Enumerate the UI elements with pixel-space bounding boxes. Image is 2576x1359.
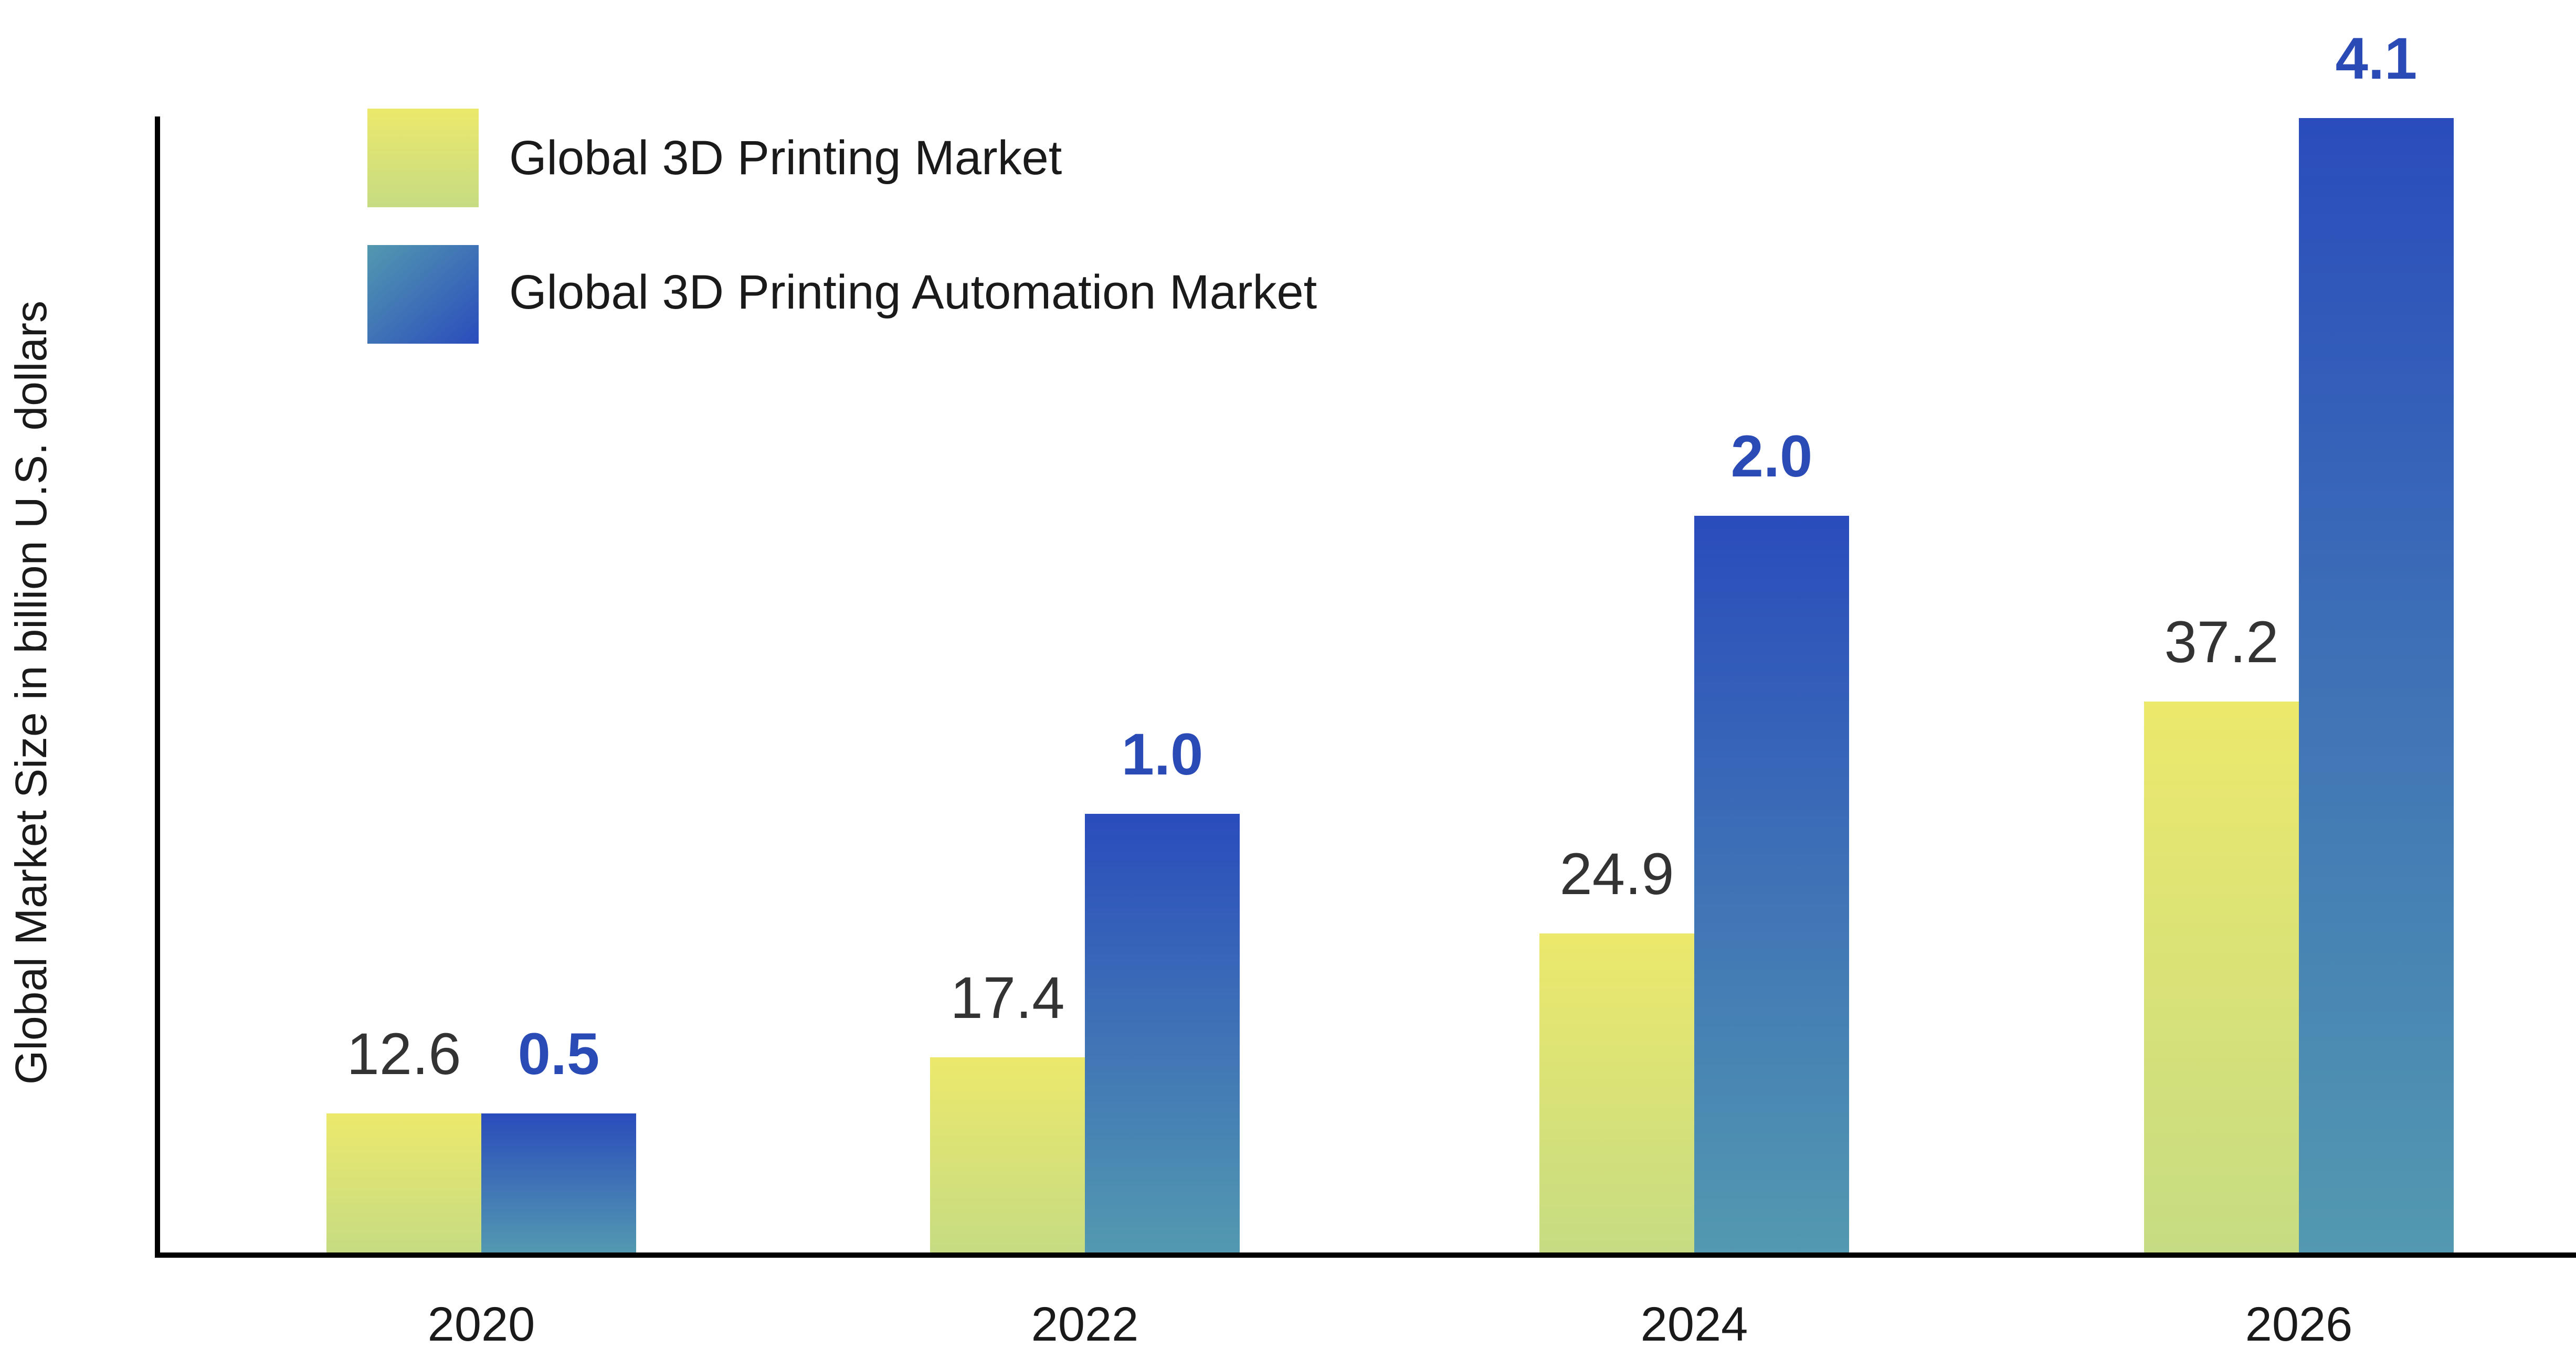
value-label-3d-printing-2026: 37.2: [2165, 609, 2279, 675]
value-label-3d-printing-2022: 17.4: [951, 965, 1065, 1031]
value-label-3d-printing-automation-2026: 4.1: [2336, 26, 2417, 91]
bar-3d-printing-automation-2024: [1694, 516, 1849, 1252]
value-label-3d-printing-automation-2020: 0.5: [518, 1021, 600, 1087]
x-tick-label-2022: 2022: [1031, 1298, 1139, 1351]
bar-3d-printing-automation-2026: [2299, 118, 2454, 1252]
bar-3d-printing-2022: [930, 1057, 1085, 1252]
legend: Global 3D Printing Market Global 3D Prin…: [367, 109, 1317, 344]
x-tick-label-2026: 2026: [2245, 1298, 2353, 1351]
value-label-3d-printing-2024: 24.9: [1560, 841, 1674, 907]
bar-3d-printing-automation-2020: [481, 1113, 636, 1252]
value-labels-group: 12.6 0.5 17.4 1.0 24.9 2.0 37.2 4.1: [347, 26, 2417, 1087]
y-axis-label: Global Market Size in billion U.S. dolla…: [6, 301, 56, 1085]
x-tick-labels-group: 2020 2022 2024 2026: [428, 1298, 2353, 1351]
x-tick-label-2024: 2024: [1641, 1298, 1748, 1351]
bar-series-group: [326, 118, 2454, 1252]
bar-3d-printing-2024: [1539, 933, 1694, 1252]
value-label-3d-printing-2020: 12.6: [347, 1021, 461, 1087]
value-label-3d-printing-automation-2024: 2.0: [1731, 423, 1813, 489]
legend-swatch-3d-printing-automation: [367, 245, 479, 344]
legend-swatch-3d-printing: [367, 109, 479, 207]
value-label-3d-printing-automation-2022: 1.0: [1122, 721, 1203, 787]
bar-3d-printing-2026: [2144, 702, 2299, 1252]
legend-label-3d-printing: Global 3D Printing Market: [509, 131, 1062, 185]
bar-3d-printing-2020: [326, 1113, 481, 1252]
x-tick-label-2020: 2020: [428, 1298, 535, 1351]
bar-3d-printing-automation-2022: [1085, 814, 1240, 1252]
legend-label-3d-printing-automation: Global 3D Printing Automation Market: [509, 266, 1317, 319]
